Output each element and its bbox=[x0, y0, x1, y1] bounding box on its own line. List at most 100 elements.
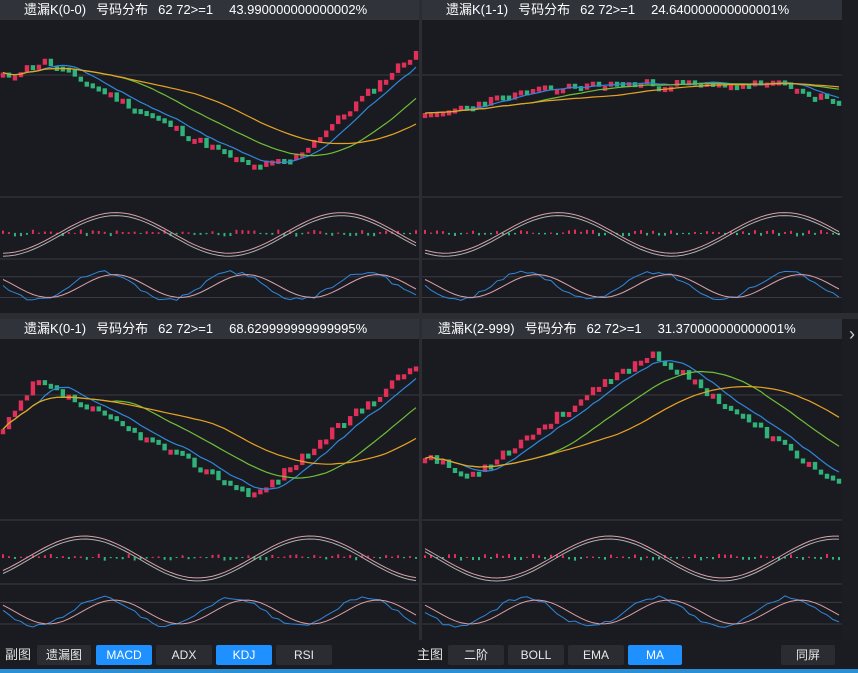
candle-bar bbox=[48, 58, 54, 67]
candle-bar bbox=[638, 360, 644, 366]
macd-bar bbox=[301, 232, 304, 235]
candle-bar bbox=[560, 411, 566, 417]
candle-bar bbox=[306, 453, 311, 459]
chart-svg[interactable] bbox=[422, 22, 842, 313]
sub-rsi-button[interactable]: RSI bbox=[276, 645, 332, 665]
candle-bar bbox=[566, 83, 572, 89]
macd-bar bbox=[538, 232, 540, 235]
candle-bar bbox=[686, 80, 692, 86]
macd-bar bbox=[622, 232, 624, 237]
macd-bar bbox=[55, 557, 58, 559]
candle-bar bbox=[746, 83, 752, 89]
sub-kdj-button[interactable]: KDJ bbox=[216, 645, 272, 665]
candle-bar bbox=[452, 467, 458, 473]
chart-panel[interactable]: 遗漏K(1-1) 号码分布 62 72>=1 24.640000000000001% bbox=[422, 0, 842, 313]
candle-bar bbox=[306, 147, 311, 153]
macd-bar bbox=[772, 229, 774, 234]
macd-bar bbox=[139, 232, 142, 234]
macd-bar bbox=[217, 232, 220, 236]
candle-bar bbox=[312, 139, 317, 148]
candle-bar bbox=[6, 72, 12, 78]
main-order2-button[interactable]: 二阶 bbox=[448, 645, 504, 665]
candle-bar bbox=[126, 426, 131, 432]
macd-bar bbox=[508, 232, 510, 236]
macd-bar bbox=[550, 554, 552, 558]
chart-svg[interactable] bbox=[422, 341, 842, 640]
macd-bar bbox=[337, 554, 340, 558]
chart-area[interactable] bbox=[422, 341, 842, 640]
candle-bar bbox=[554, 411, 560, 424]
candle-bar bbox=[692, 80, 698, 86]
macd-bar bbox=[586, 556, 588, 558]
chart-svg[interactable] bbox=[0, 22, 419, 313]
macd-bar bbox=[163, 557, 166, 560]
panel-label: 号码分布 bbox=[518, 2, 571, 17]
macd-bar bbox=[247, 230, 250, 234]
candle-bar bbox=[359, 95, 365, 102]
macd-bar bbox=[712, 557, 714, 560]
chart-svg[interactable] bbox=[0, 341, 419, 640]
chart-area[interactable] bbox=[422, 22, 842, 313]
candle-bar bbox=[830, 98, 836, 104]
candle-bar bbox=[341, 114, 347, 120]
sync-screen-button[interactable]: 同屏 bbox=[781, 645, 835, 665]
macd-bar bbox=[61, 556, 64, 558]
macd-bar bbox=[139, 557, 142, 560]
macd-bar bbox=[7, 232, 10, 234]
candle-bar bbox=[812, 461, 818, 470]
macd-bar bbox=[91, 556, 94, 558]
candle-bar bbox=[383, 79, 389, 85]
chart-panel[interactable]: 遗漏K(2-999) 号码分布 62 72>=1 31.370000000000001… bbox=[422, 319, 842, 640]
macd-bar bbox=[466, 232, 468, 234]
panel-title: 遗漏K(2-999) bbox=[438, 321, 515, 336]
candle-bar bbox=[536, 428, 542, 435]
candle-bar bbox=[401, 62, 407, 68]
macd-bar bbox=[718, 554, 720, 558]
macd-bar bbox=[826, 553, 828, 558]
moving-average-line bbox=[424, 370, 840, 468]
chevron-right-icon[interactable]: › bbox=[849, 324, 855, 344]
candle-bar bbox=[674, 369, 680, 375]
macd-bar bbox=[604, 557, 606, 560]
candle-bar bbox=[84, 404, 89, 410]
macd-bar bbox=[766, 230, 768, 234]
main-ma-button[interactable]: MA bbox=[628, 645, 682, 665]
macd-bar bbox=[820, 557, 822, 560]
macd-bar bbox=[448, 554, 450, 558]
candle-bar bbox=[656, 351, 662, 362]
moving-average-line bbox=[2, 64, 417, 163]
macd-bar bbox=[289, 555, 292, 558]
candle-bar bbox=[728, 405, 734, 411]
chart-panel[interactable]: 遗漏K(0-1) 号码分布 62 72>=1 68.629999999999995% bbox=[0, 319, 419, 640]
sub-macd-button[interactable]: MACD bbox=[96, 645, 152, 665]
panel-header: 遗漏K(0-0) 号码分布 62 72>=1 43.990000000000002% bbox=[0, 0, 419, 20]
macd-bar bbox=[319, 231, 322, 234]
macd-bar bbox=[241, 230, 244, 234]
candle-bar bbox=[572, 405, 578, 412]
main-ema-button[interactable]: EMA bbox=[568, 645, 624, 665]
sub-omission-button[interactable]: 遗漏图 bbox=[37, 645, 91, 665]
macd-bar bbox=[43, 555, 46, 558]
sub-adx-button[interactable]: ADX bbox=[156, 645, 212, 665]
chart-panel[interactable]: 遗漏K(0-0) 号码分布 62 72>=1 43.990000000000002% bbox=[0, 0, 419, 313]
candle-bar bbox=[578, 86, 584, 92]
candle-bar bbox=[42, 380, 48, 386]
macd-bar bbox=[784, 231, 786, 234]
macd-bar bbox=[832, 232, 834, 235]
kdj-d-line bbox=[424, 599, 840, 625]
candle-bar bbox=[836, 100, 842, 106]
candle-bar bbox=[446, 110, 452, 116]
panel-title: 遗漏K(0-0) bbox=[24, 2, 87, 17]
candle-bar bbox=[102, 88, 107, 95]
candle-bar bbox=[132, 427, 137, 433]
candle-bar bbox=[512, 92, 518, 100]
chart-area[interactable] bbox=[0, 341, 419, 640]
candle-bar bbox=[788, 82, 794, 89]
chart-area[interactable] bbox=[0, 22, 419, 313]
macd-bar bbox=[796, 232, 798, 237]
macd-bar bbox=[223, 232, 226, 237]
macd-line bbox=[2, 212, 417, 254]
macd-bar bbox=[235, 229, 238, 234]
candle-bar bbox=[204, 137, 209, 148]
main-boll-button[interactable]: BOLL bbox=[508, 645, 564, 665]
